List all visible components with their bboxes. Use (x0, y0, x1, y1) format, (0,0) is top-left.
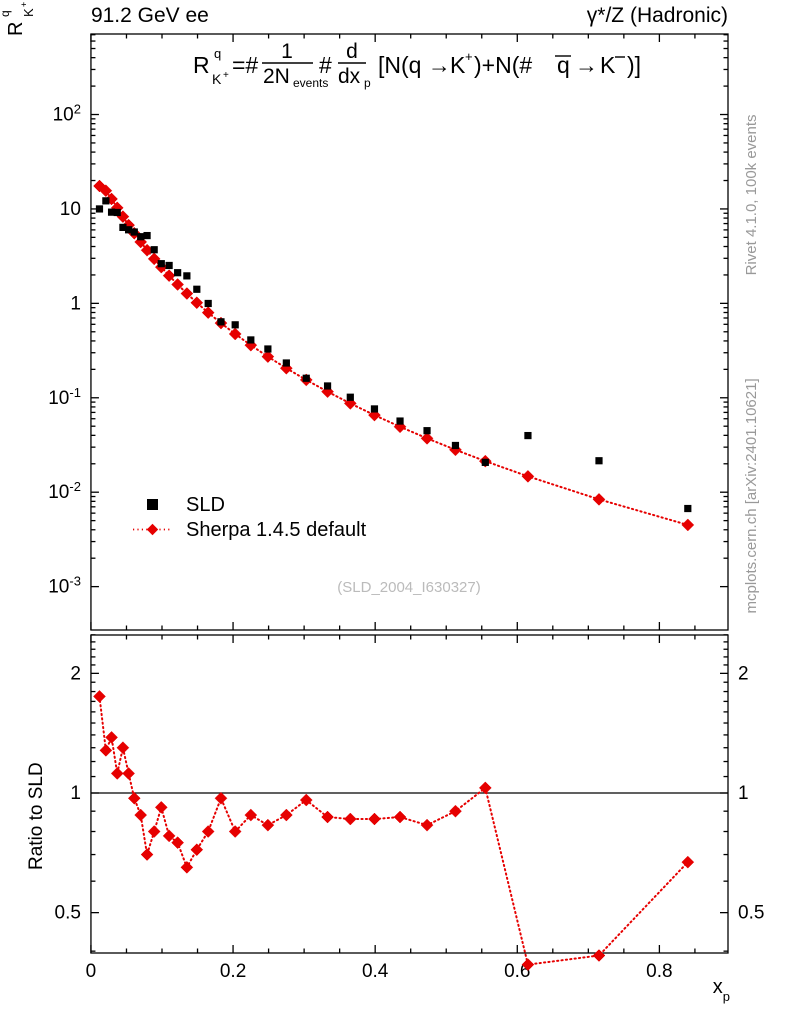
svg-text:1: 1 (70, 293, 81, 314)
svg-text:)]: )] (627, 52, 641, 78)
svg-text:mcplots.cern.ch [arXiv:2401.10: mcplots.cern.ch [arXiv:2401.10621] (743, 378, 760, 613)
svg-text:)+N(#: )+N(# (474, 52, 532, 78)
svg-text:γ*/Z (Hadronic): γ*/Z (Hadronic) (587, 4, 728, 27)
svg-text:0.5: 0.5 (55, 903, 81, 924)
svg-text:K: K (600, 52, 616, 78)
svg-text:+: + (465, 49, 473, 64)
svg-text:Rivet 4.1.0, 100k events: Rivet 4.1.0, 100k events (743, 114, 760, 275)
svg-text:q: q (0, 10, 12, 17)
svg-text:0.2: 0.2 (220, 961, 246, 982)
svg-text:R: R (5, 22, 27, 36)
svg-text:0.8: 0.8 (646, 961, 672, 982)
svg-text:Ratio to SLD: Ratio to SLD (26, 762, 47, 870)
svg-text:p: p (364, 76, 371, 90)
svg-text:d: d (346, 40, 358, 63)
svg-text:dx: dx (338, 65, 361, 88)
svg-text:→: → (575, 52, 598, 78)
svg-text:R: R (193, 52, 210, 78)
svg-text:1: 1 (281, 40, 293, 63)
svg-text:91.2 GeV ee: 91.2 GeV ee (91, 4, 209, 27)
svg-text:K: K (450, 52, 466, 78)
svg-text:SLD: SLD (186, 494, 225, 516)
svg-text:1: 1 (738, 783, 749, 804)
svg-text:0.5: 0.5 (738, 903, 764, 924)
svg-text:events: events (293, 76, 328, 90)
svg-text:+: + (19, 2, 29, 7)
svg-text:0: 0 (86, 961, 97, 982)
svg-text:10: 10 (60, 199, 81, 220)
svg-text:=#: =# (232, 52, 258, 78)
svg-text:K: K (21, 8, 36, 17)
svg-text:2: 2 (738, 663, 749, 684)
svg-text:K: K (212, 71, 222, 87)
svg-text:[N(q →: [N(q → (378, 52, 451, 78)
svg-text:(SLD_2004_I630327): (SLD_2004_I630327) (337, 579, 480, 596)
svg-text:+: + (223, 70, 229, 81)
svg-text:1: 1 (70, 783, 81, 804)
svg-text:0.4: 0.4 (362, 961, 389, 982)
svg-text:q: q (214, 46, 221, 61)
svg-text:Sherpa 1.4.5 default: Sherpa 1.4.5 default (186, 519, 367, 541)
svg-text:2N: 2N (263, 65, 290, 88)
svg-text:#: # (319, 52, 332, 78)
svg-text:2: 2 (70, 663, 81, 684)
